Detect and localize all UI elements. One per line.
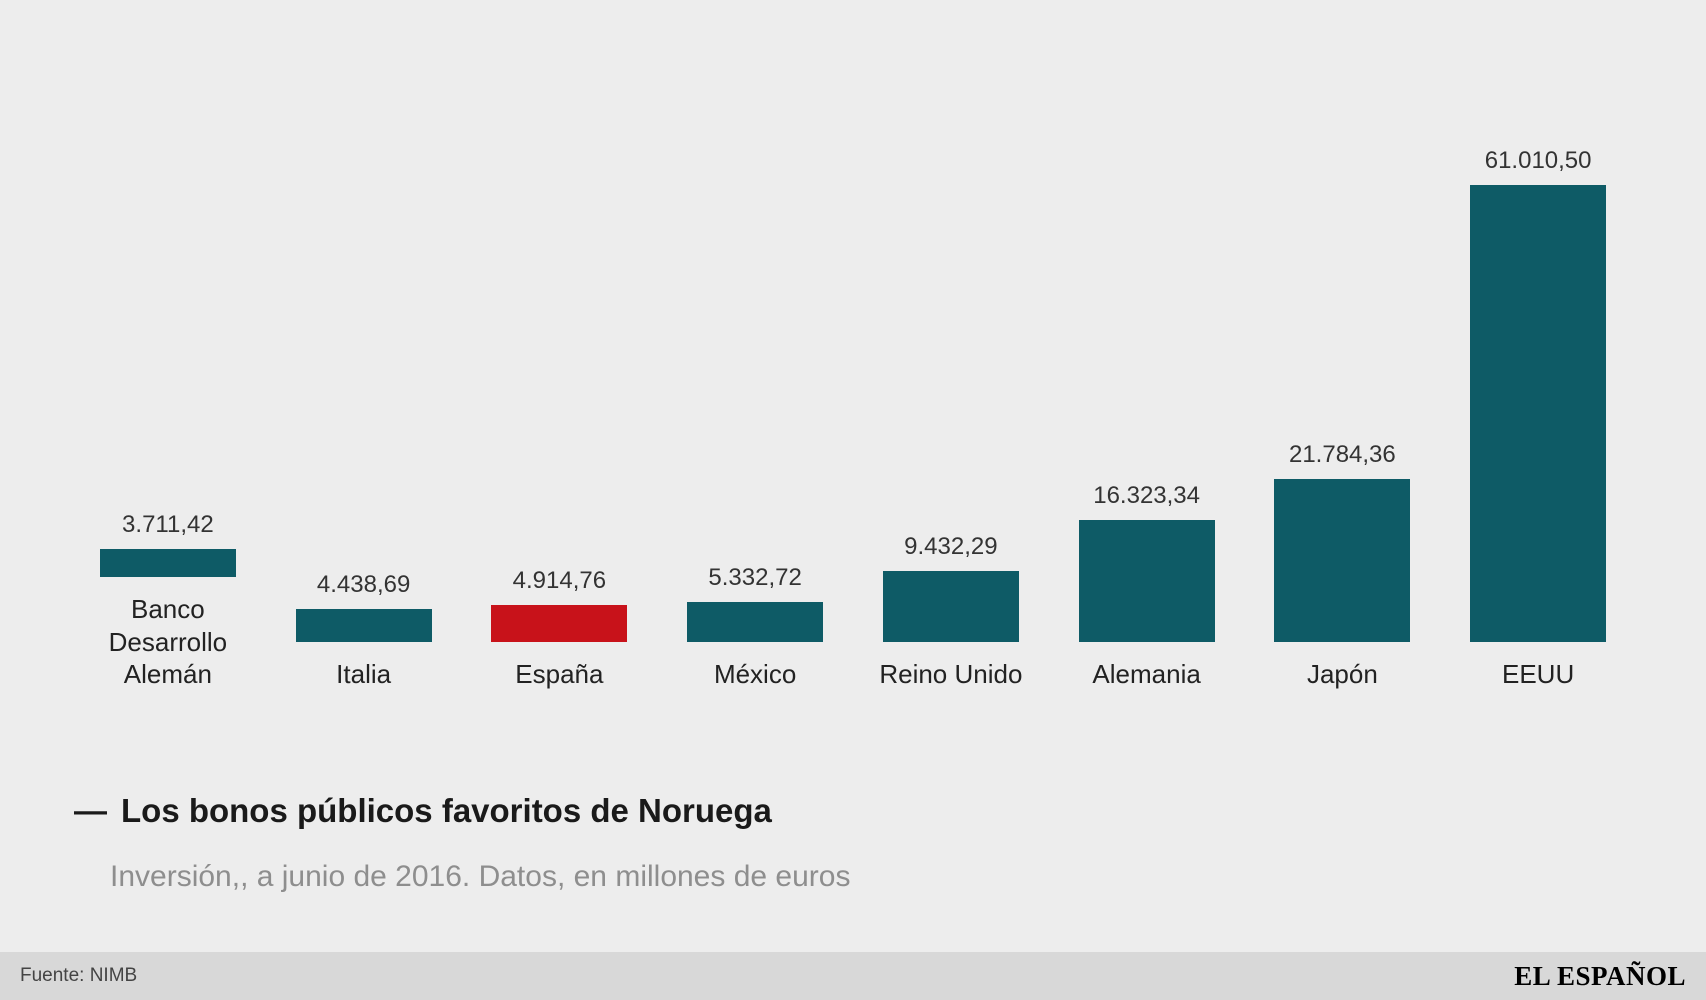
chart-column-alemania: 16.323,34 Alemania	[1049, 105, 1245, 691]
bar-value-label: 21.784,36	[1288, 440, 1396, 468]
bar-stack: 9.432,29	[882, 105, 1019, 642]
source-label: Fuente: NIMB	[20, 965, 138, 986]
category-label: Japón	[1306, 659, 1378, 689]
footer-bar: Fuente: NIMB EL ESPAÑOL	[0, 952, 1706, 1000]
category-label: México	[713, 659, 797, 689]
bar-stack: 61.010,50	[1470, 105, 1607, 642]
chart-column-japon: 21.784,36 Japón	[1245, 105, 1441, 691]
category-label: España	[515, 659, 604, 689]
bar-italia	[295, 608, 432, 642]
category-label: Italia	[336, 659, 392, 689]
category-label: Banco Desarrollo Alemán	[108, 594, 228, 689]
chart-caption: — Los bonos públicos favoritos de Norueg…	[74, 792, 772, 830]
chart-column-banco-desarrollo-aleman: 3.711,42 Banco Desarrollo Alemán	[70, 40, 266, 691]
chart-column-espana: 4.914,76 España	[462, 105, 658, 691]
caption-dash: —	[74, 792, 107, 829]
chart-column-eeuu: 61.010,50 EEUU	[1440, 105, 1636, 691]
bar-banco-desarrollo-aleman	[99, 549, 236, 577]
category-label: Reino Unido	[879, 659, 1023, 689]
bar-stack: 4.438,69	[295, 105, 432, 642]
bar-stack: 16.323,34	[1078, 105, 1215, 642]
bar-espana	[491, 605, 628, 642]
bar-value-label: 4.438,69	[316, 570, 411, 598]
bar-stack: 21.784,36	[1274, 105, 1411, 642]
bar-stack: 4.914,76	[491, 105, 628, 642]
bar-value-label: 4.914,76	[512, 567, 607, 595]
bar-value-label: 16.323,34	[1093, 481, 1201, 509]
chart-column-italia: 4.438,69 Italia	[266, 105, 462, 691]
chart-column-mexico: 5.332,72 México	[657, 105, 853, 691]
bar-value-label: 9.432,29	[904, 533, 998, 561]
bar-value-label: 3.711,42	[122, 511, 214, 539]
bar-chart: 3.711,42 Banco Desarrollo Alemán 4.438,69 I…	[0, 40, 1706, 691]
bar-stack: 5.332,72	[687, 105, 824, 642]
bar-value-label: 61.010,50	[1484, 147, 1592, 174]
bar-mexico	[687, 602, 824, 642]
category-label: Alemania	[1092, 659, 1201, 689]
category-label: EEUU	[1502, 659, 1575, 689]
bar-alemania	[1078, 519, 1215, 642]
bar-japon	[1274, 478, 1411, 642]
bar-reino-unido	[882, 571, 1019, 642]
bar-value-label: 5.332,72	[708, 564, 802, 592]
bar-stack: 3.711,42	[99, 40, 236, 577]
chart-title: Los bonos públicos favoritos de Noruega	[121, 792, 772, 829]
chart-subtitle: Inversión,, a junio de 2016. Datos, en m…	[110, 860, 851, 893]
infographic-page: 3.711,42 Banco Desarrollo Alemán 4.438,69 I…	[0, 40, 1706, 1000]
brand-logo: EL ESPAÑOL	[1514, 960, 1686, 991]
chart-column-reino-unido: 9.432,29 Reino Unido	[853, 105, 1049, 691]
bar-eeuu	[1470, 185, 1607, 642]
